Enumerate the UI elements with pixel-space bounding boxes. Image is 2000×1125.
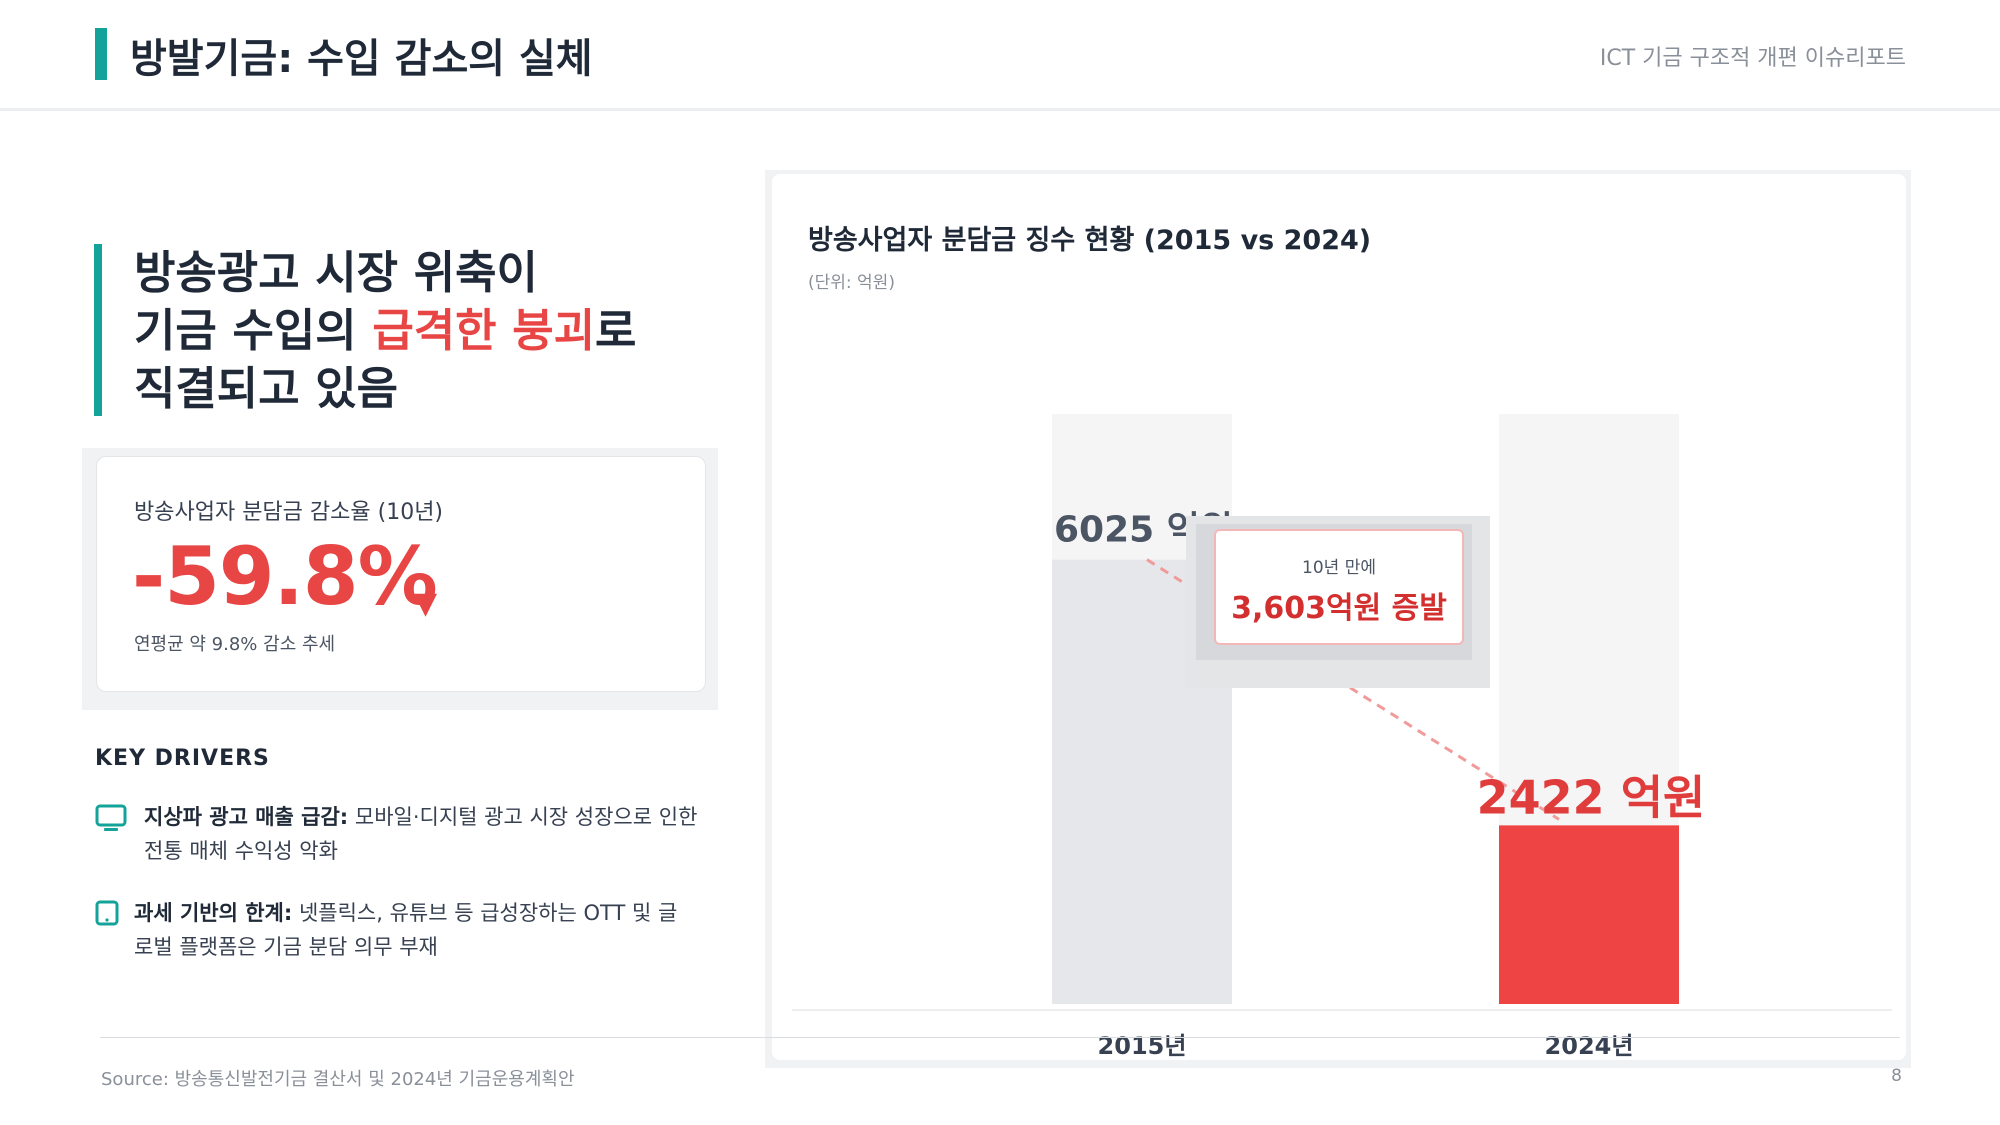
kpi-label: 방송사업자 분담금 감소율 (10년): [134, 500, 444, 525]
driver-item-2-title: 과세 기반의 한계:: [134, 901, 293, 925]
driver-item-1-title: 지상파 광고 매출 급감:: [144, 805, 349, 829]
value-label: 2422 억원: [1477, 770, 1706, 824]
headline-line-2-post: 로: [595, 304, 637, 357]
page-number: 8: [1891, 1066, 1902, 1086]
report-name: ICT 기금 구조적 개편 이슈리포트: [1599, 46, 1906, 71]
kpi-card: [96, 456, 706, 692]
headline-accent-bar: [94, 244, 102, 416]
x-tick-label: 2024년: [1545, 1032, 1634, 1060]
decline-callout: 10년 만에 3,603억원 증발: [1214, 529, 1464, 645]
tablet-icon: [95, 900, 119, 932]
chart-unit: (단위: 억원): [808, 273, 895, 293]
kpi-note: 연평균 약 9.8% 감소 추세: [134, 634, 336, 655]
x-tick-label: 2015년: [1098, 1032, 1187, 1060]
kpi-value: -59.8%: [132, 530, 438, 623]
bar-2024년: [1499, 825, 1679, 1004]
callout-amount: 3,603억원 증발: [1231, 591, 1447, 626]
drivers-title: KEY DRIVERS: [95, 746, 270, 771]
headline-line-2-pre: 기금 수입의: [134, 304, 373, 357]
tv-icon: [95, 804, 127, 836]
header: 방발기금: 수입 감소의 실체 ICT 기금 구조적 개편 이슈리포트: [0, 0, 2000, 111]
chart-title: 방송사업자 분담금 징수 현황 (2015 vs 2024): [808, 225, 1372, 256]
driver-item-2: 과세 기반의 한계: 넷플릭스, 유튜브 등 급성장하는 OTT 및 글로벌 플…: [134, 896, 694, 964]
footer-divider: [100, 1037, 1900, 1038]
page-title: 방발기금: 수입 감소의 실체: [130, 36, 593, 82]
header-accent-bar: [95, 28, 107, 80]
callout-period: 10년 만에: [1302, 558, 1376, 578]
headline-line-3: 직결되고 있음: [134, 362, 399, 415]
driver-item-2-text: 넷플릭스, 유튜브 등 급성장하는 OTT 및 글로벌 플랫폼은 기금 분담 의…: [134, 901, 678, 959]
headline-highlight: 급격한 붕괴: [372, 304, 596, 357]
driver-item-1: 지상파 광고 매출 급감: 모바일·디지털 광고 시장 성장으로 인한 전통 매…: [144, 800, 704, 868]
down-arrow-icon: ▼: [414, 586, 438, 621]
footer-source: Source: 방송통신발전기금 결산서 및 2024년 기금운용계획안: [101, 1069, 575, 1090]
driver-item-1-text: 모바일·디지털 광고 시장 성장으로 인한 전통 매체 수익성 악화: [144, 805, 698, 863]
headline: 방송광고 시장 위축이 기금 수입의 급격한 붕괴로 직결되고 있음: [134, 244, 636, 418]
headline-line-1: 방송광고 시장 위축이: [134, 246, 538, 299]
headline-line-2: 기금 수입의 급격한 붕괴로: [134, 302, 636, 360]
